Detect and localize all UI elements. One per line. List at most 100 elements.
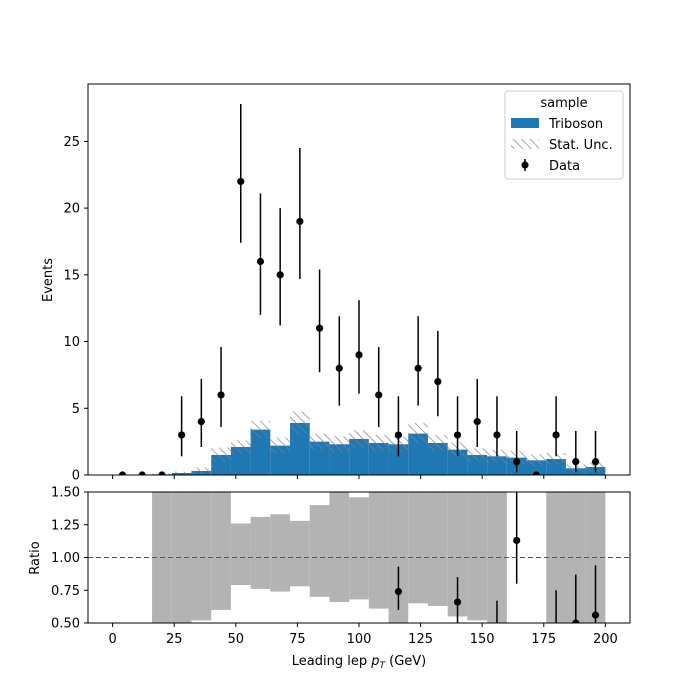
ratio-unc-band (467, 492, 488, 621)
main-y-axis-label: Events (41, 258, 56, 302)
stat-unc-band (191, 467, 212, 475)
ratio-unc-band (329, 492, 350, 603)
stat-unc-band (427, 434, 448, 451)
ratio-y-ticks: 0.50 0.75 1.00 1.25 1.50 (51, 486, 88, 632)
triboson-bar (290, 422, 310, 475)
main-plot-area (118, 104, 606, 475)
data-point (532, 471, 540, 475)
x-tick-label: 100 (347, 632, 372, 647)
ratio-point (591, 611, 600, 619)
data-point (256, 257, 265, 266)
ratio-unc-band (565, 492, 586, 623)
y-tick-label: 0 (72, 469, 80, 484)
x-tick-label: 75 (289, 632, 306, 647)
ratio-panel: 0.50 0.75 1.00 1.25 1.50 0 25 50 75 100 125 150 175… (28, 486, 631, 671)
legend-swatch-triboson (511, 118, 539, 128)
data-point (493, 431, 501, 439)
stat-unc-band (467, 448, 488, 462)
stat-unc-band (309, 433, 330, 450)
y-tick-label: 5 (72, 402, 80, 417)
legend-label-triboson: Triboson (548, 117, 603, 132)
ratio-plot-area (88, 492, 630, 630)
ratio-unc-band (270, 514, 291, 592)
stat-unc-band (270, 437, 291, 454)
ratio-unc-band (585, 492, 606, 623)
main-y-ticks: 0 5 10 15 20 25 (63, 135, 88, 484)
main-panel: 0 5 10 15 20 25 Events sample Triboson Stat. … (41, 83, 631, 484)
data-point (453, 431, 462, 439)
data-point (572, 458, 580, 466)
y-tick-label: 20 (63, 202, 80, 217)
y-tick-label: 25 (63, 135, 80, 150)
ratio-y-tick-label: 1.25 (51, 518, 80, 533)
x-tick-label: 200 (593, 632, 618, 647)
data-point (552, 431, 560, 439)
stat-unc-band (230, 440, 251, 454)
data-point (276, 271, 284, 279)
ratio-x-ticks: 0 25 50 75 100 125 150 175 200 (108, 623, 618, 647)
ratio-unc-band (191, 492, 212, 621)
legend-box (504, 90, 624, 180)
x-tick-label: 25 (166, 632, 183, 647)
y-tick-label: 15 (63, 268, 80, 283)
main-x-ticks (112, 475, 606, 479)
data-point (178, 431, 186, 439)
data-point (197, 418, 205, 426)
ratio-point (453, 598, 462, 606)
triboson-bar (309, 441, 330, 475)
stat-unc-band (250, 420, 271, 439)
data-point (296, 217, 304, 226)
stat-unc-band (290, 411, 310, 435)
x-tick-label: 175 (531, 632, 556, 647)
data-point (158, 471, 166, 475)
ratio-unc-band (408, 492, 428, 604)
ratio-point (493, 623, 500, 630)
data-point (138, 471, 146, 475)
ratio-unc-band (230, 523, 251, 586)
data-point (434, 377, 442, 386)
ratio-unc-band (171, 492, 192, 623)
ratio-y-tick-label: 1.00 (51, 551, 80, 566)
ratio-unc-band (349, 497, 369, 600)
data-point (375, 391, 383, 399)
stat-unc-band (171, 471, 192, 475)
x-tick-label: 150 (470, 632, 495, 647)
ratio-point (572, 619, 580, 623)
ratio-y-tick-label: 1.50 (51, 486, 80, 501)
ratio-unc-band (447, 492, 468, 617)
ratio-unc-band (290, 520, 310, 587)
stat-unc-band (526, 454, 547, 467)
ratio-y-tick-label: 0.75 (51, 584, 80, 599)
data-point (355, 351, 363, 359)
ratio-y-tick-label: 0.50 (51, 617, 80, 632)
ratio-unc-band (309, 505, 330, 597)
legend-label-data: Data (549, 159, 580, 174)
ratio-unc-band (388, 492, 409, 623)
stat-unc-band (349, 430, 369, 448)
legend-marker-data (521, 161, 529, 169)
data-point (315, 324, 324, 332)
legend-label-stat-unc: Stat. Unc. (549, 138, 613, 153)
triboson-bar (250, 429, 271, 475)
x-axis-label: Leading lep pT (GeV) (292, 654, 426, 671)
data-point (591, 458, 600, 466)
data-point (414, 364, 422, 372)
triboson-bar (349, 438, 369, 475)
data-point (394, 431, 403, 439)
ratio-y-axis-label: Ratio (28, 541, 43, 574)
legend-title: sample (540, 96, 587, 111)
ratio-point (394, 587, 403, 596)
stat-unc-band (368, 434, 389, 451)
ratio-unc-band (250, 516, 271, 589)
data-point (513, 458, 521, 466)
ratio-point (513, 536, 521, 545)
legend-swatch-stat-unc (511, 139, 539, 149)
data-point (118, 471, 127, 475)
triboson-bar (230, 446, 251, 475)
data-point (335, 364, 343, 372)
data-point (237, 177, 245, 186)
x-tick-label: 50 (228, 632, 245, 647)
stat-unc-band (329, 436, 350, 453)
ratio-unc-band (427, 492, 448, 606)
